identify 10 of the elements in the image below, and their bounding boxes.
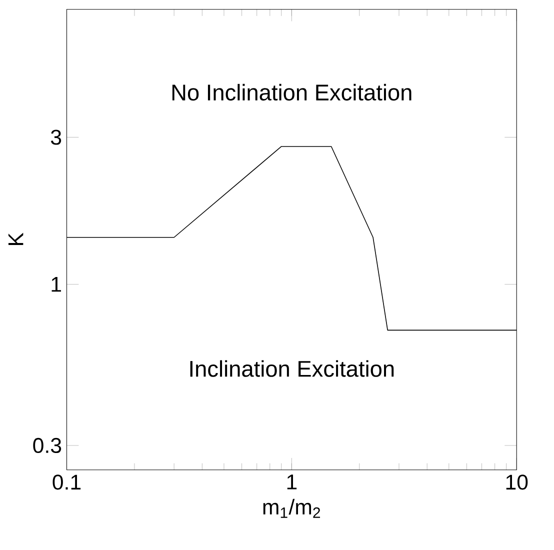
y-tick-label: 3 (50, 130, 62, 145)
x-tick-label: 0.1 (52, 474, 81, 490)
x-tick-label: 10 (506, 474, 528, 490)
y-tick-label: 1 (52, 276, 61, 292)
y-tick-label: 0.3 (33, 438, 62, 454)
x-axis-title: m$_{1}$/m$_{2}$ (263, 498, 320, 518)
annotation: Inclination Excitation (190, 360, 394, 377)
x-tick-label: 1 (287, 474, 297, 490)
y-axis-title: K (8, 232, 24, 245)
annotation: No Inclination Excitation (172, 84, 412, 101)
